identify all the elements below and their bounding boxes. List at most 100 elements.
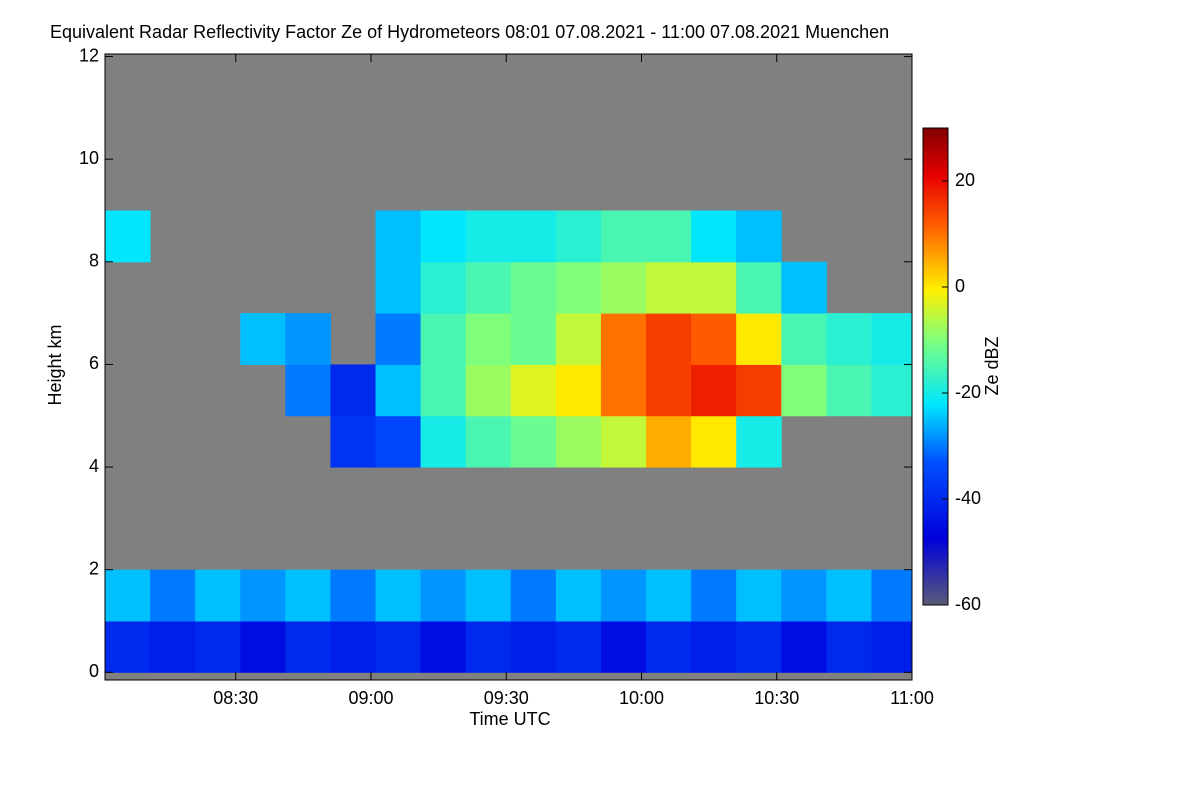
- heatmap-cell: [646, 313, 692, 365]
- y-tick-label: 0: [89, 661, 99, 681]
- chart-title: Equivalent Radar Reflectivity Factor Ze …: [50, 22, 889, 42]
- heatmap-cell: [510, 364, 557, 417]
- heatmap-cell: [510, 210, 557, 263]
- heatmap-cell: [736, 210, 782, 263]
- heatmap-cell: [420, 569, 467, 622]
- heatmap-cell: [781, 261, 827, 314]
- heatmap-cell: [195, 620, 241, 673]
- heatmap-cell: [781, 364, 827, 417]
- heatmap-cell: [285, 313, 331, 365]
- x-tick-label: 11:00: [890, 688, 934, 708]
- heatmap-cell: [781, 569, 827, 622]
- x-tick-label: 08:30: [213, 688, 258, 708]
- heatmap-cell: [736, 415, 782, 468]
- heatmap-cell: [330, 415, 377, 468]
- heatmap-cell: [600, 364, 647, 417]
- heatmap-cell: [420, 364, 467, 417]
- plot-frame: [104, 53, 913, 681]
- heatmap-cell: [105, 569, 151, 622]
- heatmap-cell: [555, 364, 602, 417]
- heatmap-cell: [375, 210, 422, 263]
- y-tick-label: 10: [79, 148, 99, 168]
- colorbar-tick-label: -40: [955, 488, 981, 508]
- heatmap-cell: [375, 620, 422, 673]
- heatmap-cell: [375, 261, 422, 314]
- heatmap-cell: [555, 620, 602, 673]
- heatmap-cell: [330, 620, 377, 673]
- heatmap-cell: [420, 415, 467, 468]
- heatmap-cell: [781, 313, 827, 365]
- heatmap-cell: [465, 415, 512, 468]
- heatmap-cell: [646, 569, 692, 622]
- x-tick-label: 10:30: [754, 688, 799, 708]
- x-tick-label: 09:30: [484, 688, 529, 708]
- heatmap-cell: [736, 261, 782, 314]
- heatmap-cell: [555, 415, 602, 468]
- heatmap-cell: [240, 569, 286, 622]
- heatmap-cell: [105, 210, 151, 263]
- heatmap-cell: [510, 569, 557, 622]
- heatmap-cell: [736, 364, 782, 417]
- heatmap-cell: [555, 210, 602, 263]
- heatmap-cell: [330, 569, 377, 622]
- y-axis-label: Height km: [45, 324, 65, 405]
- heatmap-cell: [465, 569, 512, 622]
- heatmap-cell: [105, 620, 151, 673]
- y-tick-label: 8: [89, 251, 99, 271]
- heatmap-cell: [510, 261, 557, 314]
- heatmap-cell: [195, 569, 241, 622]
- heatmap-cell: [646, 415, 692, 468]
- heatmap-cell: [826, 620, 872, 673]
- heatmap-cell: [691, 313, 737, 365]
- heatmap-cell: [736, 313, 782, 365]
- heatmap-cell: [285, 620, 331, 673]
- y-tick-label: 2: [89, 558, 99, 578]
- heatmap-cell: [691, 569, 737, 622]
- heatmap-cell: [150, 620, 196, 673]
- heatmap-cell: [691, 415, 737, 468]
- heatmap-cell: [600, 620, 647, 673]
- colorbar-tick-label: 0: [955, 276, 965, 296]
- heatmap-cell: [555, 569, 602, 622]
- colorbar-label: Ze dBZ: [982, 336, 1002, 395]
- y-tick-label: 6: [89, 353, 99, 373]
- heatmap-cell: [285, 569, 331, 622]
- colorbar-tick-label: 20: [955, 170, 975, 190]
- heatmap-cell: [600, 415, 647, 468]
- heatmap-cell: [240, 620, 286, 673]
- heatmap-cell: [420, 620, 467, 673]
- heatmap-cell: [150, 569, 196, 622]
- y-tick-label: 4: [89, 456, 99, 476]
- heatmap-cell: [240, 313, 286, 365]
- x-tick-label: 10:00: [619, 688, 664, 708]
- heatmap-cell: [646, 210, 692, 263]
- heatmap-cell: [555, 261, 602, 314]
- heatmap-cell: [646, 261, 692, 314]
- heatmap-cell: [691, 210, 737, 263]
- heatmap-cell: [375, 415, 422, 468]
- heatmap-cell: [375, 569, 422, 622]
- y-tick-label: 12: [79, 45, 99, 65]
- heatmap-cell: [736, 620, 782, 673]
- heatmap-cell: [646, 364, 692, 417]
- heatmap-cell: [826, 364, 872, 417]
- heatmap-cell: [420, 261, 467, 314]
- heatmap-cell: [420, 210, 467, 263]
- colorbar: [922, 127, 949, 606]
- x-tick-label: 09:00: [348, 688, 393, 708]
- heatmap-cell: [691, 261, 737, 314]
- heatmap-cell: [465, 210, 512, 263]
- heatmap-cell: [871, 569, 912, 622]
- heatmap-cell: [375, 364, 422, 417]
- heatmap: [105, 210, 912, 673]
- heatmap-cell: [600, 210, 647, 263]
- heatmap-cell: [465, 261, 512, 314]
- heatmap-cell: [871, 364, 912, 417]
- heatmap-cell: [736, 569, 782, 622]
- heatmap-cell: [510, 415, 557, 468]
- heatmap-cell: [871, 620, 912, 673]
- x-axis-label: Time UTC: [469, 709, 550, 729]
- heatmap-cell: [285, 364, 331, 417]
- heatmap-cell: [465, 620, 512, 673]
